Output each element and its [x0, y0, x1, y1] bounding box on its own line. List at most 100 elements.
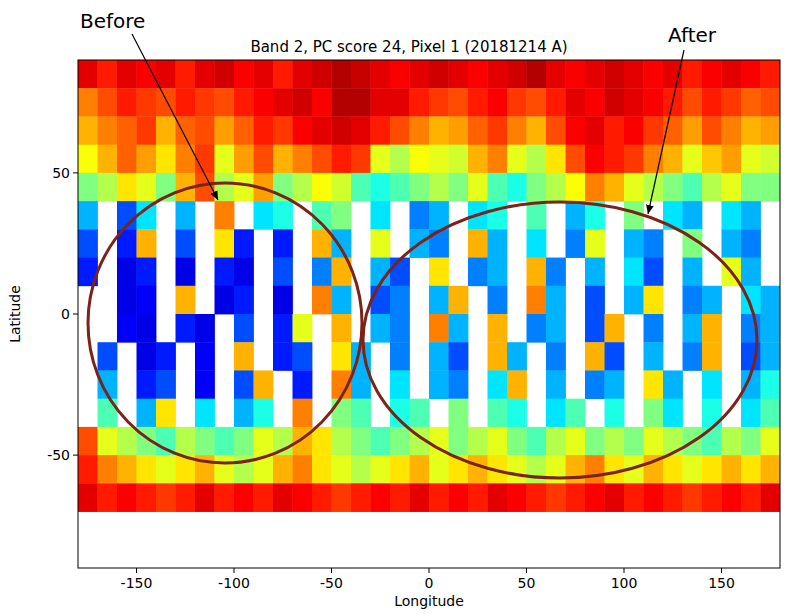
heat-cell — [156, 342, 176, 371]
heat-cell — [117, 483, 137, 512]
heat-cell — [117, 455, 137, 484]
heat-cell — [663, 60, 683, 89]
heat-cell — [156, 60, 176, 89]
heat-cell — [429, 173, 449, 202]
heat-cell — [449, 173, 469, 202]
heat-cell — [683, 286, 703, 315]
heat-cell — [605, 60, 625, 89]
heat-cell — [215, 88, 235, 117]
heat-cell — [254, 427, 274, 456]
heat-cell — [605, 314, 625, 343]
y-tick — [73, 455, 78, 456]
heat-cell — [137, 399, 157, 428]
heat-cell — [156, 455, 176, 484]
heat-cell — [507, 455, 527, 484]
heat-cell — [410, 88, 430, 117]
heat-cell — [488, 258, 508, 287]
heat-cell — [332, 229, 352, 258]
annotation-label: After — [668, 23, 717, 47]
heat-cell — [566, 229, 586, 258]
heat-cell — [507, 145, 527, 174]
plot-frame — [78, 60, 780, 568]
heat-cell — [117, 88, 137, 117]
heat-cell — [215, 229, 235, 258]
heat-cell — [215, 173, 235, 202]
heat-cell — [176, 258, 196, 287]
heat-cell — [254, 88, 274, 117]
heat-cell — [234, 60, 254, 89]
heat-cell — [156, 370, 176, 399]
heat-cell — [585, 116, 605, 145]
heat-cell — [293, 116, 313, 145]
heat-cell — [371, 483, 391, 512]
heat-cell — [507, 342, 527, 371]
heat-cell — [488, 88, 508, 117]
heat-cell — [254, 116, 274, 145]
heat-cell — [410, 173, 430, 202]
heat-cell — [449, 286, 469, 315]
heat-cell — [234, 88, 254, 117]
heat-cell — [429, 116, 449, 145]
heat-cell — [527, 60, 547, 89]
x-axis-title: Longitude — [394, 593, 464, 609]
heat-cell — [312, 455, 332, 484]
heat-cell — [98, 60, 118, 89]
annotation-arrow — [132, 34, 218, 200]
heat-cell — [546, 258, 566, 287]
heat-cell — [429, 314, 449, 343]
heat-cell — [371, 116, 391, 145]
heat-cell — [98, 145, 118, 174]
heat-cell — [312, 483, 332, 512]
heat-cell — [488, 399, 508, 428]
heat-cell — [312, 88, 332, 117]
heat-cell — [234, 173, 254, 202]
heat-cell — [527, 314, 547, 343]
annotation-label: Before — [80, 9, 145, 33]
heat-cell — [137, 88, 157, 117]
heat-cell — [585, 88, 605, 117]
heat-cell — [761, 60, 781, 89]
heat-cell — [312, 258, 332, 287]
heat-cell — [273, 286, 293, 315]
heat-cell — [215, 201, 235, 230]
heat-cell — [117, 173, 137, 202]
heat-cell — [137, 314, 157, 343]
heat-cell — [722, 229, 742, 258]
x-tick-label: -100 — [218, 575, 250, 591]
heat-cell — [78, 483, 98, 512]
x-tick — [429, 568, 430, 573]
heat-cell — [546, 483, 566, 512]
heat-cell — [468, 145, 488, 174]
heat-cell — [702, 370, 722, 399]
heat-cell — [683, 201, 703, 230]
heat-cell — [293, 427, 313, 456]
heat-cell — [273, 88, 293, 117]
x-tick — [331, 568, 332, 573]
heat-cell — [761, 370, 781, 399]
heat-cell — [741, 201, 761, 230]
heat-cell — [390, 116, 410, 145]
heat-cell — [371, 88, 391, 117]
heat-cell — [683, 455, 703, 484]
heat-cell — [761, 455, 781, 484]
heat-cell — [683, 88, 703, 117]
heat-cell — [332, 173, 352, 202]
heat-cell — [683, 342, 703, 371]
heat-cell — [722, 201, 742, 230]
heat-cell — [644, 370, 664, 399]
heat-cell — [98, 427, 118, 456]
heat-cell — [468, 88, 488, 117]
heat-cell — [390, 173, 410, 202]
heat-cell — [254, 370, 274, 399]
heat-cell — [449, 314, 469, 343]
heat-cell — [449, 483, 469, 512]
heat-cell — [176, 201, 196, 230]
heat-cell — [215, 116, 235, 145]
heat-cell — [215, 258, 235, 287]
heat-cell — [566, 427, 586, 456]
heat-cell — [254, 483, 274, 512]
heat-cell — [215, 145, 235, 174]
heat-cell — [702, 314, 722, 343]
heat-cell — [156, 145, 176, 174]
heat-cell — [507, 370, 527, 399]
